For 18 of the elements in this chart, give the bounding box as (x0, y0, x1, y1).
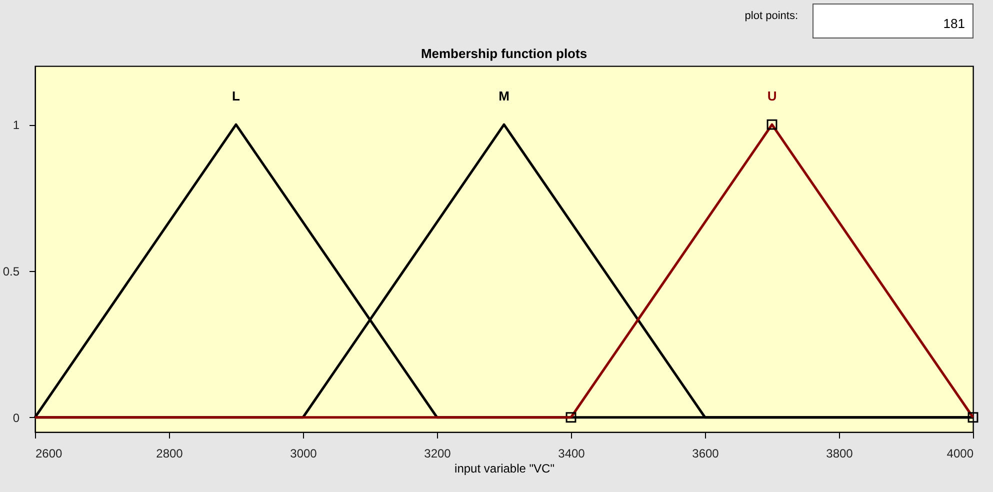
series-label: L (232, 88, 240, 104)
x-tick-label: 3400 (558, 446, 586, 460)
text: 181 (943, 16, 965, 31)
x-tick-label: 3800 (826, 446, 854, 460)
x-tick-label: 3000 (290, 446, 318, 460)
x-tick-label: 2600 (36, 446, 63, 460)
text: plot points: (744, 10, 798, 22)
x-tick-label: 3600 (692, 446, 720, 460)
series-label: M (498, 88, 510, 104)
series-label: U (767, 88, 777, 104)
chart-title: Membership function plots (420, 46, 588, 61)
x-tick-label: 2800 (156, 446, 184, 460)
y-tick-label: 0 (12, 410, 20, 425)
x-tick-label: 4000 (946, 446, 974, 460)
x-axis-title: input variable "VC" (454, 462, 554, 476)
y-tick-label: 1 (12, 118, 20, 132)
x-tick-label: 3200 (424, 446, 452, 460)
y-tick-label: 0.5 (2, 264, 20, 278)
